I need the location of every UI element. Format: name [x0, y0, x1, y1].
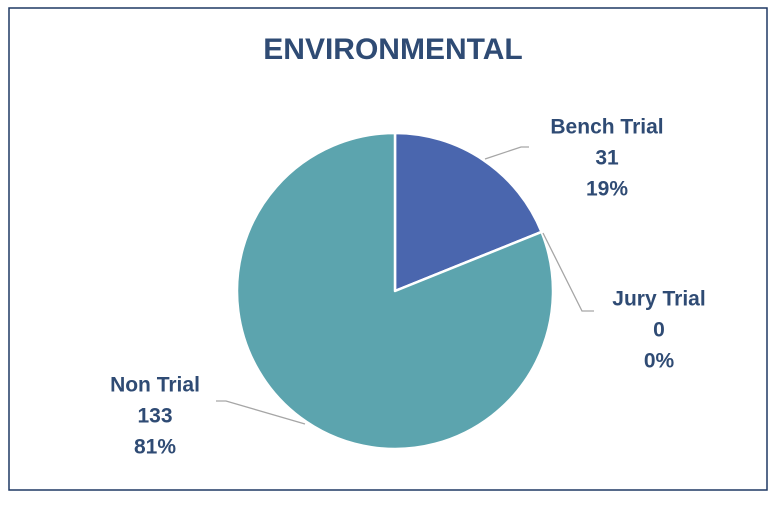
slice-label: Non Trial: [110, 374, 200, 397]
leader-line: [484, 146, 529, 160]
chart-title: ENVIRONMENTAL: [263, 33, 522, 66]
slice-value: 0: [653, 319, 665, 342]
pie-slice: [235, 131, 555, 451]
leader-line: [542, 232, 594, 312]
slice-label: Bench Trial: [550, 116, 663, 139]
slice-percent: 0%: [644, 350, 675, 373]
slice-label: Jury Trial: [612, 288, 705, 311]
pie: [235, 131, 555, 451]
slice-percent: 19%: [586, 178, 628, 201]
slice-value: 133: [137, 405, 172, 428]
leader-line: [216, 400, 306, 425]
slice-value: 31: [595, 147, 619, 170]
pie-slice: [393, 131, 543, 293]
slice-percent: 81%: [134, 436, 176, 459]
